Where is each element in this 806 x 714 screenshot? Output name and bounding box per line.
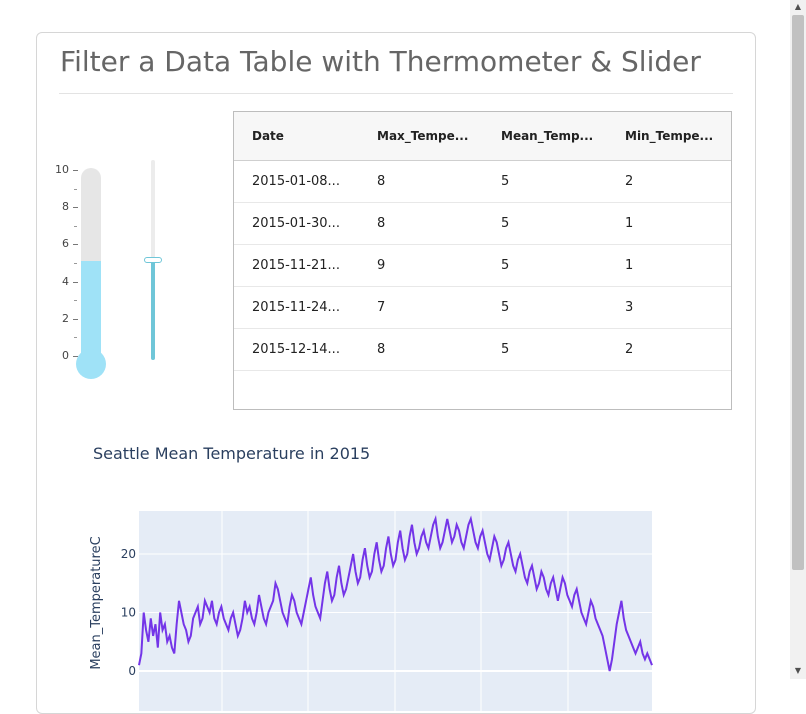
table-cell[interactable]: 2015-11-21... <box>252 258 340 273</box>
table-header-row: Date Max_Tempe... Mean_Temp... Min_Tempe… <box>234 112 731 161</box>
slider-handle[interactable] <box>144 257 162 263</box>
thermometer-minor-tick <box>74 225 77 227</box>
table-cell[interactable]: 2015-01-30... <box>252 216 340 231</box>
thermometer-tick-label: 0 <box>62 349 69 362</box>
table-cell[interactable]: 1 <box>625 216 634 231</box>
scroll-down-arrow-icon[interactable]: ▼ <box>794 666 802 675</box>
table-cell[interactable]: 5 <box>501 342 510 357</box>
temperature-line-chart: 0 10 20 Mean_TemperatureC <box>89 511 653 711</box>
series-line-mean-temperature <box>138 515 653 672</box>
thermometer-tube <box>81 168 101 368</box>
table-row: 2015-11-24... 7 5 3 <box>234 287 731 329</box>
column-header-mean-temp[interactable]: Mean_Temp... <box>501 129 594 143</box>
thermometer: 10 8 6 4 2 0 <box>37 33 237 393</box>
thermometer-bulb <box>76 349 106 379</box>
table-cell[interactable]: 9 <box>377 258 386 273</box>
table-cell[interactable]: 2 <box>625 174 634 189</box>
thermometer-minor-tick <box>74 188 77 190</box>
thermometer-tick-label: 8 <box>62 200 69 214</box>
scroll-up-arrow-icon[interactable]: ▲ <box>794 2 802 11</box>
table-cell[interactable]: 5 <box>501 300 510 315</box>
table-cell[interactable]: 2015-12-14... <box>252 342 340 357</box>
thermometer-mercury <box>81 261 101 368</box>
table-row: 2015-01-08... 8 5 2 <box>234 161 731 203</box>
thermometer-major-tick <box>73 207 78 209</box>
thermometer-major-tick <box>73 244 78 246</box>
table-cell[interactable]: 5 <box>501 258 510 273</box>
thermometer-minor-tick <box>74 263 77 264</box>
table-cell[interactable]: 5 <box>501 174 510 189</box>
dashboard-card: Filter a Data Table with Thermometer & S… <box>36 32 756 714</box>
slider-fill <box>151 260 155 360</box>
thermometer-minor-tick <box>74 337 77 339</box>
table-row: 2015-11-21... 9 5 1 <box>234 245 731 287</box>
thermometer-tick-label: 4 <box>62 274 69 288</box>
scrollbar-thumb[interactable] <box>792 15 804 570</box>
table-cell[interactable]: 2015-11-24... <box>252 300 340 315</box>
table-cell[interactable]: 8 <box>377 342 386 357</box>
y-tick-label: 10 <box>121 606 136 620</box>
thermometer-major-tick <box>73 356 78 357</box>
table-row: 2015-12-14... 8 5 2 <box>234 329 731 371</box>
thermometer-major-tick <box>73 281 78 283</box>
thermometer-tick-label: 10 <box>55 163 69 176</box>
y-tick-label: 20 <box>121 547 136 561</box>
table-cell[interactable]: 5 <box>501 216 510 231</box>
y-tick-label: 0 <box>128 664 136 678</box>
column-header-max-temp[interactable]: Max_Tempe... <box>377 129 469 143</box>
table-cell[interactable]: 7 <box>377 300 386 315</box>
thermometer-tick-label: 6 <box>62 237 69 251</box>
page-title: Filter a Data Table with Thermometer & S… <box>60 45 701 78</box>
table-cell[interactable]: 3 <box>625 300 634 315</box>
thermometer-major-tick <box>73 318 78 320</box>
column-header-min-temp[interactable]: Min_Tempe... <box>625 129 714 143</box>
table-cell[interactable]: 8 <box>377 174 386 189</box>
column-header-date[interactable]: Date <box>252 129 284 143</box>
data-table: Date Max_Tempe... Mean_Temp... Min_Tempe… <box>233 111 732 410</box>
y-axis-label: Mean_TemperatureC <box>89 536 104 669</box>
title-divider <box>59 93 733 94</box>
table-cell[interactable]: 2 <box>625 342 634 357</box>
table-cell[interactable]: 8 <box>377 216 386 231</box>
thermometer-minor-tick <box>74 300 77 302</box>
thermometer-tick-label: 2 <box>62 311 69 325</box>
table-cell[interactable]: 1 <box>625 258 634 273</box>
thermometer-major-tick <box>73 170 78 171</box>
table-cell[interactable]: 2015-01-08... <box>252 174 340 189</box>
chart-title: Seattle Mean Temperature in 2015 <box>93 444 371 463</box>
table-row: 2015-01-30... 8 5 1 <box>234 203 731 245</box>
